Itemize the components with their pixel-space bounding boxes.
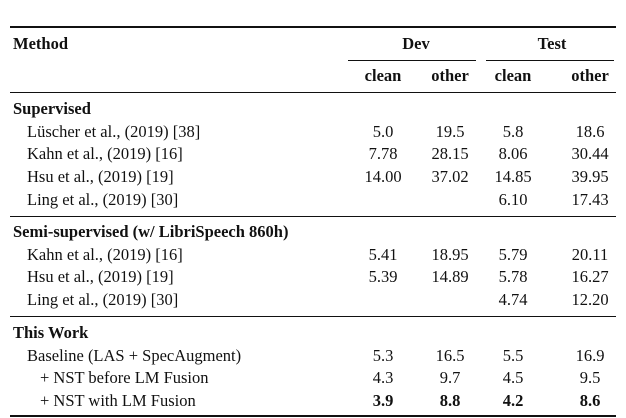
wer-value: 12.20 bbox=[571, 290, 609, 309]
wer-value: 16.27 bbox=[571, 267, 609, 286]
wer-value: 14.89 bbox=[431, 267, 469, 286]
wer-value: 9.7 bbox=[439, 368, 461, 387]
dev-other-header: other bbox=[431, 66, 469, 85]
table-row: Lüscher et al., (2019) [38] 5.0 19.5 5.8 18.… bbox=[0, 121, 626, 143]
wer-value: 8.8 bbox=[439, 391, 461, 410]
wer-value: 6.10 bbox=[498, 190, 528, 209]
wer-value: 8.06 bbox=[498, 144, 528, 163]
wer-value: 3.9 bbox=[372, 391, 394, 410]
table-row: Hsu et al., (2019) [19] 14.00 37.02 14.85 39… bbox=[0, 166, 626, 188]
method-name: Ling et al., (2019) [30] bbox=[27, 190, 179, 209]
wer-value: 5.78 bbox=[498, 267, 528, 286]
wer-value: 8.6 bbox=[579, 391, 601, 410]
section-rule bbox=[10, 216, 616, 217]
bottom-rule bbox=[10, 415, 616, 417]
wer-value: 5.8 bbox=[502, 122, 524, 141]
method-name: Ling et al., (2019) [30] bbox=[27, 290, 179, 309]
header-row: Method Dev Test bbox=[0, 33, 626, 55]
test-header: Test bbox=[537, 34, 567, 53]
wer-value: 4.3 bbox=[372, 368, 394, 387]
wer-value: 28.15 bbox=[431, 144, 469, 163]
test-clean-header: clean bbox=[494, 66, 532, 85]
method-name: Kahn et al., (2019) [16] bbox=[27, 144, 183, 163]
wer-value: 17.43 bbox=[571, 190, 609, 209]
table-row: Hsu et al., (2019) [19] 5.39 14.89 5.78 16.2… bbox=[0, 266, 626, 288]
wer-value: 5.3 bbox=[372, 346, 394, 365]
section-rule bbox=[10, 316, 616, 317]
method-name: Hsu et al., (2019) [19] bbox=[27, 167, 174, 186]
wer-value: 5.5 bbox=[502, 346, 524, 365]
dev-cmidrule bbox=[348, 60, 476, 61]
test-cmidrule bbox=[486, 60, 614, 61]
top-rule bbox=[10, 26, 616, 28]
test-other-header: other bbox=[571, 66, 609, 85]
dev-header: Dev bbox=[402, 34, 430, 53]
wer-value: 5.79 bbox=[498, 245, 528, 264]
table-row: + NST with LM Fusion 3.9 8.8 4.2 8.6 bbox=[0, 390, 626, 412]
wer-value: 14.85 bbox=[494, 167, 532, 186]
dev-clean-header: clean bbox=[364, 66, 402, 85]
section-title-text: This Work bbox=[13, 323, 89, 342]
method-name: Lüscher et al., (2019) [38] bbox=[27, 122, 201, 141]
method-name: Baseline (LAS + SpecAugment) bbox=[27, 346, 242, 365]
table-row: Ling et al., (2019) [30] 6.10 17.43 bbox=[0, 189, 626, 211]
method-name: Hsu et al., (2019) [19] bbox=[27, 267, 174, 286]
wer-value: 16.5 bbox=[435, 346, 465, 365]
method-name: + NST before LM Fusion bbox=[40, 368, 209, 387]
wer-value: 14.00 bbox=[364, 167, 402, 186]
wer-value: 16.9 bbox=[575, 346, 605, 365]
wer-value: 18.6 bbox=[575, 122, 605, 141]
section-title-text: Supervised bbox=[13, 99, 91, 118]
wer-value: 20.11 bbox=[571, 245, 609, 264]
method-name: + NST with LM Fusion bbox=[40, 391, 196, 410]
wer-value: 5.0 bbox=[372, 122, 394, 141]
method-header: Method bbox=[13, 34, 68, 53]
wer-value: 5.39 bbox=[368, 267, 398, 286]
subheader-row: clean other clean other bbox=[0, 65, 626, 87]
section-title-text: Semi-supervised (w/ LibriSpeech 860h) bbox=[13, 222, 289, 241]
wer-value: 18.95 bbox=[431, 245, 469, 264]
wer-value: 39.95 bbox=[571, 167, 609, 186]
table-row: + NST before LM Fusion 4.3 9.7 4.5 9.5 bbox=[0, 367, 626, 389]
table-row: Kahn et al., (2019) [16] 7.78 28.15 8.06 30.… bbox=[0, 143, 626, 165]
table-row: Ling et al., (2019) [30] 4.74 12.20 bbox=[0, 289, 626, 311]
wer-value: 9.5 bbox=[579, 368, 601, 387]
table-row: Kahn et al., (2019) [16] 5.41 18.95 5.79 20.… bbox=[0, 244, 626, 266]
section-title: This Work bbox=[0, 322, 626, 344]
header-rule bbox=[10, 92, 616, 93]
wer-value: 7.78 bbox=[368, 144, 398, 163]
section-title: Supervised bbox=[0, 98, 626, 120]
section-title: Semi-supervised (w/ LibriSpeech 860h) bbox=[0, 221, 626, 243]
wer-value: 4.2 bbox=[502, 391, 524, 410]
wer-value: 30.44 bbox=[571, 144, 609, 163]
wer-value: 4.74 bbox=[498, 290, 528, 309]
wer-value: 5.41 bbox=[368, 245, 398, 264]
wer-value: 37.02 bbox=[431, 167, 469, 186]
wer-value: 19.5 bbox=[435, 122, 465, 141]
table-row: Baseline (LAS + SpecAugment) 5.3 16.5 5.5 16… bbox=[0, 345, 626, 367]
wer-value: 4.5 bbox=[502, 368, 524, 387]
method-name: Kahn et al., (2019) [16] bbox=[27, 245, 183, 264]
